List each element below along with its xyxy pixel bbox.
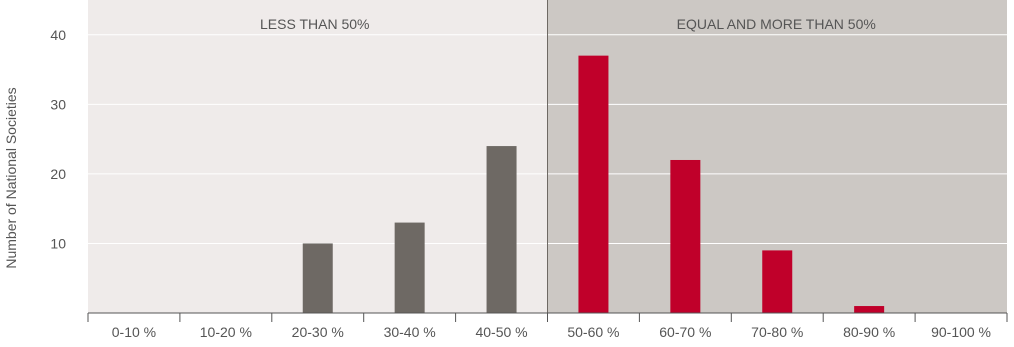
y-tick-label: 30 [50,96,66,112]
x-tick-label: 10-20 % [200,324,252,340]
bar-30-40 [394,222,425,313]
x-tick-label: 30-40 % [384,324,436,340]
bar-70-80 [762,250,793,313]
y-axis-ticks: 10 20 30 40 [50,27,66,252]
bars [302,55,885,314]
band-label-below: LESS THAN 50% [260,16,369,32]
y-tick-label: 40 [50,27,66,43]
x-axis-ticks: 0-10 % 10-20 % 20-30 % 30-40 % 40-50 % 50-60 … [87,313,1008,340]
x-tick-label: 70-80 % [751,324,803,340]
x-tick-label: 50-60 % [567,324,619,340]
y-tick-label: 10 [50,235,66,251]
band-labels: LESS THAN 50% EQUAL AND MORE THAN 50% [260,16,876,32]
x-tick-label: 0-10 % [112,324,156,340]
x-tick-label: 20-30 % [292,324,344,340]
bar-60-70 [670,159,701,313]
x-tick-label: 60-70 % [659,324,711,340]
bar-50-60 [578,55,609,314]
bar-80-90 [854,306,885,313]
background-bands [88,0,1007,313]
y-tick-label: 20 [50,166,66,182]
x-tick-label: 90-100 % [931,324,991,340]
band-label-above: EQUAL AND MORE THAN 50% [677,16,876,32]
x-tick-label: 80-90 % [843,324,895,340]
bar-20-30 [302,243,333,313]
bar-40-50 [486,146,517,313]
x-tick-label: 40-50 % [475,324,527,340]
y-axis-label: Number of National Societies [3,87,19,268]
